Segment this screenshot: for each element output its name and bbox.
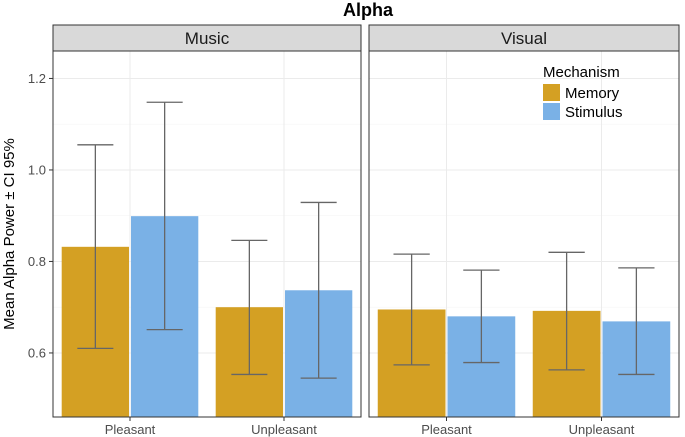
facet-panel-music: Music Pleasant Unpleasant <box>52 24 362 437</box>
facet-panels: Music Pleasant Unpleasant Visual Pleasant Unp… <box>52 24 680 437</box>
x-tick-label: Unpleasant <box>569 422 635 437</box>
error-bar <box>393 253 430 366</box>
error-bar <box>300 201 337 379</box>
facet-strip <box>368 24 680 52</box>
error-bar <box>618 267 655 376</box>
y-tick-label: 0.6 <box>28 345 46 360</box>
chart-title: Alpha <box>343 0 394 20</box>
facet-panel-visual: Visual Pleasant Unpleasant <box>368 24 680 437</box>
legend-key-memory <box>543 84 560 101</box>
y-tick-label: 1.2 <box>28 71 46 86</box>
facet-label: Music <box>185 29 230 48</box>
facet-label: Visual <box>501 29 547 48</box>
error-bar <box>231 239 268 376</box>
y-axis-label: Mean Alpha Power ± CI 95% <box>1 138 18 330</box>
y-axis-ticks: 0.6 0.8 1.0 1.2 <box>28 71 53 360</box>
error-bar <box>548 251 585 371</box>
error-bar <box>463 269 500 364</box>
y-tick-label: 0.8 <box>28 254 46 269</box>
error-bar <box>77 144 114 350</box>
x-tick-label: Unpleasant <box>251 422 317 437</box>
error-bar <box>146 101 183 331</box>
legend: Mechanism Memory Stimulus <box>543 64 623 121</box>
y-tick-label: 1.0 <box>28 162 46 177</box>
x-tick-label: Pleasant <box>105 422 156 437</box>
facet-strip <box>52 24 362 52</box>
legend-key-stimulus <box>543 103 560 120</box>
x-tick-label: Pleasant <box>421 422 472 437</box>
legend-label-stimulus: Stimulus <box>565 104 623 121</box>
legend-label-memory: Memory <box>565 85 620 102</box>
legend-title: Mechanism <box>543 64 620 81</box>
